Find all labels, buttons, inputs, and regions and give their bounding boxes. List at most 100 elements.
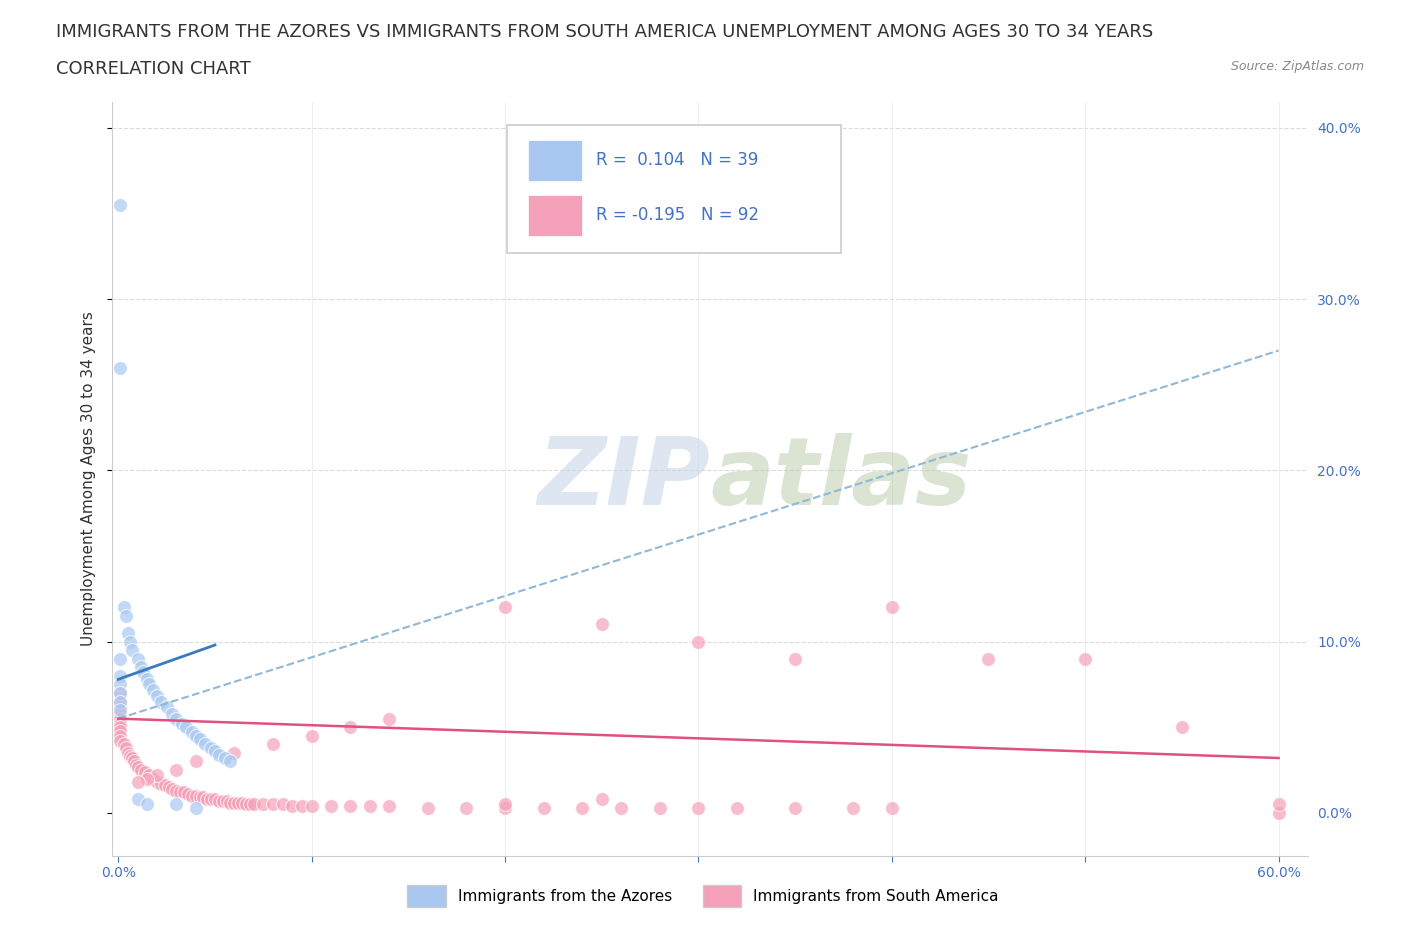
Point bbox=[224, 795, 246, 810]
Point bbox=[110, 724, 132, 738]
Point bbox=[112, 737, 135, 751]
Point bbox=[138, 767, 160, 782]
Point bbox=[165, 711, 187, 726]
Point bbox=[115, 740, 138, 755]
Point bbox=[118, 749, 141, 764]
Point bbox=[842, 800, 865, 815]
Point bbox=[226, 795, 249, 810]
Text: ZIP: ZIP bbox=[537, 433, 710, 525]
Point bbox=[110, 734, 132, 749]
Text: atlas: atlas bbox=[710, 433, 972, 525]
Point bbox=[142, 682, 165, 697]
Point bbox=[211, 793, 233, 808]
Point bbox=[880, 600, 903, 615]
Point bbox=[977, 651, 1000, 666]
Point bbox=[242, 797, 264, 812]
FancyBboxPatch shape bbox=[529, 195, 582, 236]
Point bbox=[184, 754, 207, 769]
Point bbox=[110, 720, 132, 735]
Point bbox=[110, 706, 132, 721]
Point bbox=[177, 787, 200, 802]
Point bbox=[110, 677, 132, 692]
Point bbox=[494, 600, 516, 615]
Point bbox=[142, 771, 165, 786]
Point bbox=[239, 797, 262, 812]
Point bbox=[153, 778, 176, 793]
Text: R = -0.195   N = 92: R = -0.195 N = 92 bbox=[596, 206, 759, 224]
Point bbox=[110, 716, 132, 731]
FancyBboxPatch shape bbox=[529, 140, 582, 181]
Point bbox=[131, 763, 153, 777]
Point bbox=[339, 720, 361, 735]
Point bbox=[149, 777, 172, 791]
Point bbox=[235, 797, 257, 812]
Point bbox=[157, 779, 180, 794]
Point bbox=[184, 789, 207, 804]
Point bbox=[301, 799, 323, 814]
Point bbox=[688, 634, 710, 649]
Point bbox=[134, 764, 156, 779]
Point bbox=[219, 795, 242, 810]
Point bbox=[127, 775, 149, 790]
Point bbox=[146, 775, 169, 790]
Point bbox=[252, 797, 274, 812]
Point bbox=[262, 797, 284, 812]
Point bbox=[456, 800, 478, 815]
Legend: Immigrants from the Azores, Immigrants from South America: Immigrants from the Azores, Immigrants f… bbox=[401, 879, 1005, 913]
Point bbox=[195, 791, 218, 806]
Point bbox=[193, 790, 215, 804]
Point bbox=[110, 197, 132, 212]
Point bbox=[219, 754, 242, 769]
Point bbox=[648, 800, 671, 815]
Text: R =  0.104   N = 39: R = 0.104 N = 39 bbox=[596, 152, 759, 169]
Point bbox=[149, 694, 172, 709]
Point bbox=[173, 785, 195, 800]
Point bbox=[110, 685, 132, 700]
Point bbox=[121, 751, 143, 765]
Point bbox=[378, 711, 401, 726]
Point bbox=[162, 706, 184, 721]
Point bbox=[169, 785, 191, 800]
Point bbox=[180, 789, 202, 804]
Point bbox=[146, 767, 169, 782]
Point bbox=[416, 800, 439, 815]
Point bbox=[204, 744, 226, 759]
Point bbox=[1267, 797, 1289, 812]
Text: CORRELATION CHART: CORRELATION CHART bbox=[56, 60, 252, 78]
Point bbox=[378, 799, 401, 814]
Point bbox=[172, 716, 194, 731]
Point bbox=[188, 790, 211, 804]
Point bbox=[132, 665, 155, 680]
Point bbox=[494, 800, 516, 815]
Point bbox=[127, 759, 149, 774]
Point bbox=[115, 608, 138, 623]
Point bbox=[110, 711, 132, 726]
Point bbox=[122, 754, 145, 769]
Point bbox=[725, 800, 748, 815]
Point bbox=[188, 732, 211, 747]
Point bbox=[184, 728, 207, 743]
Point bbox=[194, 737, 217, 751]
Point bbox=[262, 737, 284, 751]
Point bbox=[136, 771, 159, 786]
Point bbox=[110, 694, 132, 709]
Point bbox=[174, 720, 197, 735]
Point bbox=[110, 699, 132, 714]
Point bbox=[180, 724, 202, 739]
Point bbox=[110, 694, 132, 709]
Point bbox=[110, 360, 132, 375]
Point bbox=[162, 781, 184, 796]
Point bbox=[110, 651, 132, 666]
Point bbox=[156, 699, 179, 714]
Point bbox=[208, 793, 231, 808]
Point bbox=[591, 791, 613, 806]
Point bbox=[339, 799, 361, 814]
Point bbox=[110, 703, 132, 718]
Point bbox=[359, 799, 381, 814]
Point bbox=[136, 671, 159, 686]
Point bbox=[165, 783, 187, 798]
Text: IMMIGRANTS FROM THE AZORES VS IMMIGRANTS FROM SOUTH AMERICA UNEMPLOYMENT AMONG A: IMMIGRANTS FROM THE AZORES VS IMMIGRANTS… bbox=[56, 23, 1153, 41]
Point bbox=[688, 800, 710, 815]
Point bbox=[200, 791, 222, 806]
Point bbox=[138, 677, 160, 692]
